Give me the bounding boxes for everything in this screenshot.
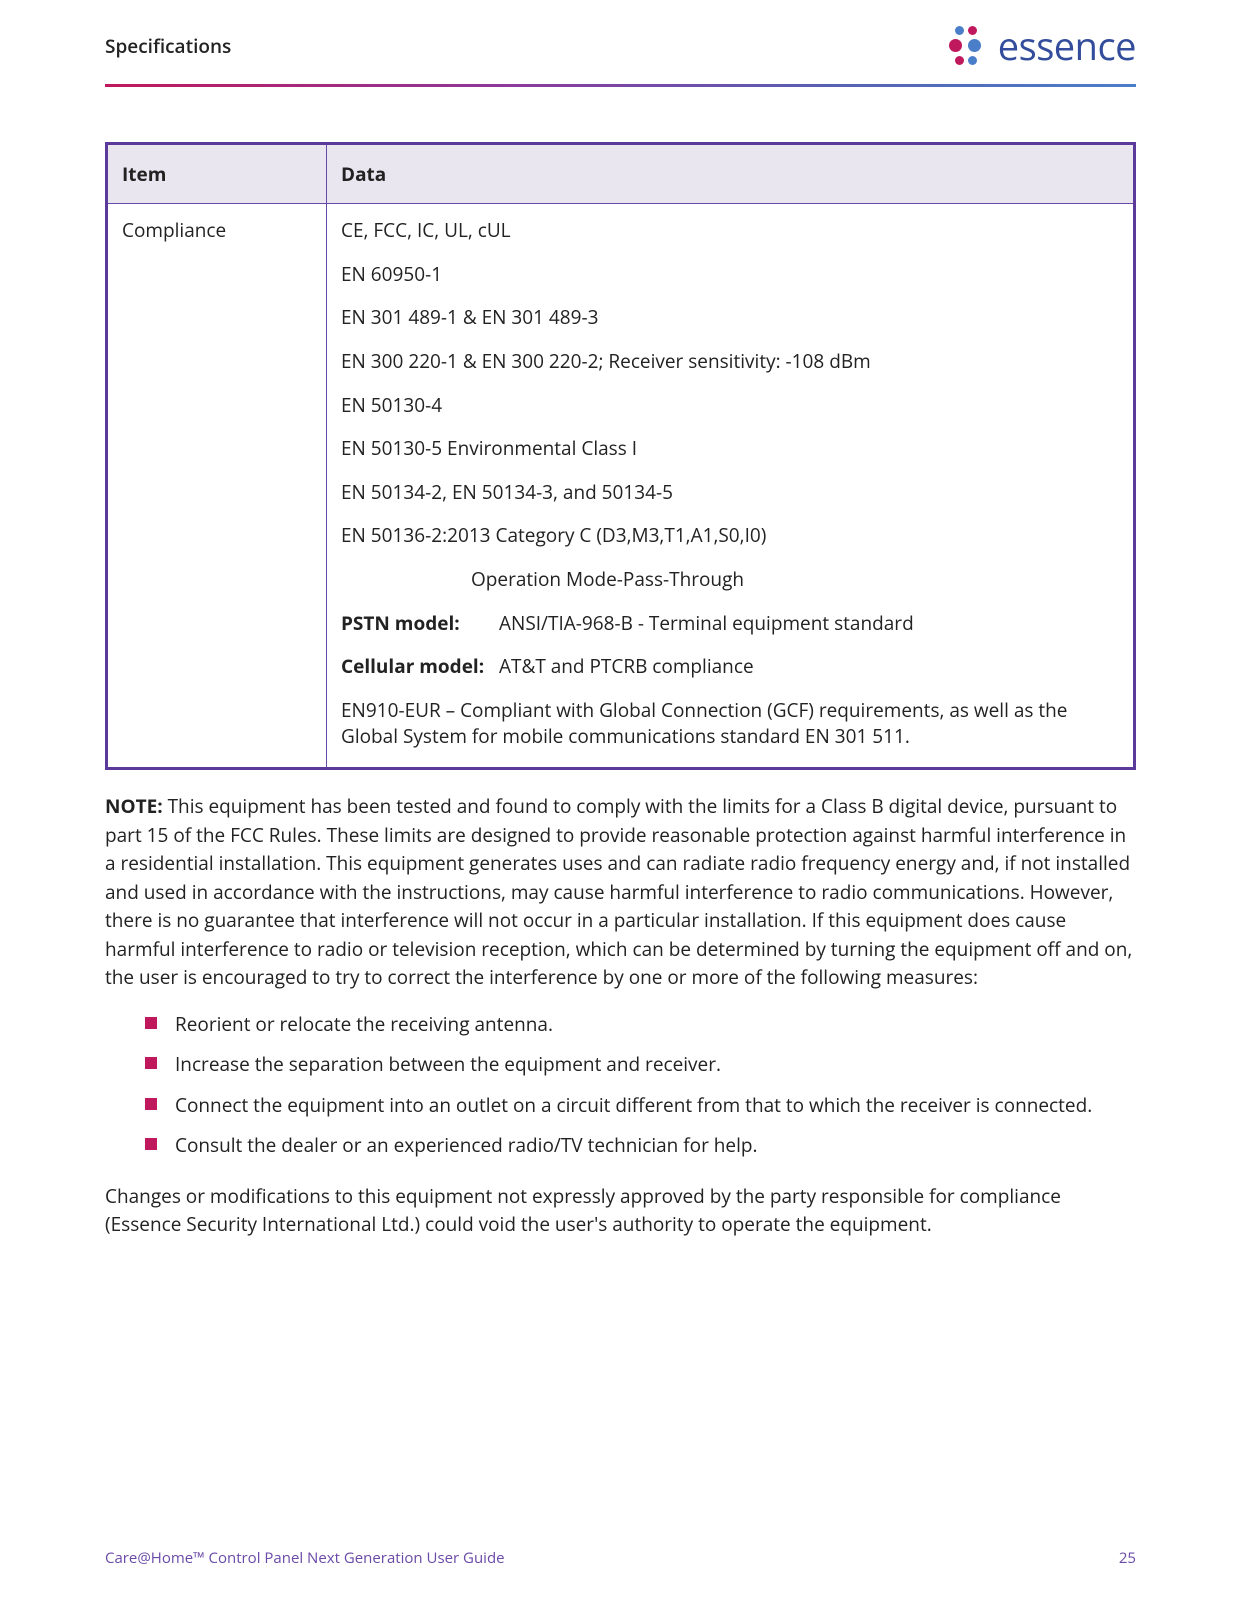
model-def-value: AT&T and PTCRB compliance: [499, 654, 754, 680]
note-text: This equipment has been tested and found…: [105, 793, 1132, 990]
logo-text: essence: [998, 20, 1136, 72]
header-title: Specifications: [105, 33, 231, 59]
compliance-line: EN 301 489-1 & EN 301 489-3: [341, 305, 1119, 331]
table-header-item: Item: [107, 144, 327, 204]
list-item: Connect the equipment into an outlet on …: [145, 1091, 1136, 1120]
list-item: Increase the separation between the equi…: [145, 1050, 1136, 1079]
footer-title: Care@Home™ Control Panel Next Generation…: [105, 1548, 505, 1568]
table-cell-data: CE, FCC, IC, UL, cUL EN 60950-1 EN 301 4…: [327, 204, 1135, 769]
compliance-line: EN 60950-1: [341, 262, 1119, 288]
model-def-value: ANSI/TIA-968-B - Terminal equipment stan…: [499, 611, 914, 637]
model-def-label: Cellular model:: [341, 654, 489, 680]
logo-mark-icon: [946, 25, 988, 67]
page-footer: Care@Home™ Control Panel Next Generation…: [105, 1548, 1136, 1568]
compliance-line: EN 300 220-1 & EN 300 220-2; Receiver se…: [341, 349, 1119, 375]
compliance-line: EN 50130-4: [341, 393, 1119, 419]
note-paragraph: NOTE: This equipment has been tested and…: [105, 792, 1136, 992]
compliance-line: EN 50130-5 Environmental Class I: [341, 436, 1119, 462]
compliance-final: EN910-EUR – Compliant with Global Connec…: [341, 698, 1119, 749]
table-cell-item: Compliance: [107, 204, 327, 769]
model-def-label: PSTN model:: [341, 611, 489, 637]
logo: essence: [946, 20, 1136, 72]
compliance-table: Item Data Compliance CE, FCC, IC, UL, cU…: [105, 142, 1136, 770]
compliance-line: CE, FCC, IC, UL, cUL: [341, 218, 1119, 244]
table-row: Compliance CE, FCC, IC, UL, cUL EN 60950…: [107, 204, 1135, 769]
list-item: Consult the dealer or an experienced rad…: [145, 1131, 1136, 1160]
note-label: NOTE:: [105, 793, 163, 819]
list-item: Reorient or relocate the receiving anten…: [145, 1010, 1136, 1039]
operation-mode-line: Operation Mode-Pass-Through: [341, 567, 1119, 593]
compliance-line: EN 50136-2:2013 Category C (D3,M3,T1,A1,…: [341, 523, 1119, 549]
header-divider: [105, 84, 1136, 87]
measures-list: Reorient or relocate the receiving anten…: [105, 1010, 1136, 1160]
compliance-line: EN 50134-2, EN 50134-3, and 50134-5: [341, 480, 1119, 506]
table-header-data: Data: [327, 144, 1135, 204]
model-def-row: Cellular model: AT&T and PTCRB complianc…: [341, 654, 1119, 680]
closing-paragraph: Changes or modifications to this equipme…: [105, 1182, 1136, 1239]
page-header: Specifications essence: [105, 20, 1136, 84]
model-def-row: PSTN model: ANSI/TIA-968-B - Terminal eq…: [341, 611, 1119, 637]
footer-page-number: 25: [1119, 1548, 1136, 1568]
